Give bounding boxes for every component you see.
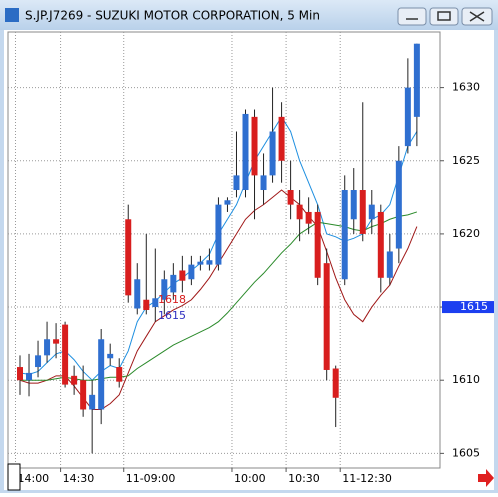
- candle-body: [242, 113, 249, 191]
- candle-body: [134, 279, 141, 309]
- x-tick-label: 10:30: [288, 472, 320, 485]
- candle-body: [143, 299, 150, 310]
- candle-body: [206, 260, 213, 265]
- y-tick-label: 1630: [452, 81, 480, 94]
- candle-body: [107, 353, 114, 359]
- x-tick-label: 10:00: [234, 472, 266, 485]
- candle-body: [80, 380, 87, 410]
- candle-body: [197, 261, 204, 265]
- candle-body: [323, 263, 330, 370]
- y-tick-label: 1625: [452, 154, 480, 167]
- candle-body: [368, 204, 375, 220]
- candle-body: [71, 375, 78, 385]
- candle-body: [341, 190, 348, 280]
- price-marker-label: 1615: [460, 300, 488, 313]
- candle-body: [260, 175, 267, 191]
- candle-body: [233, 175, 240, 191]
- candle-body: [350, 190, 357, 220]
- candle-body: [35, 355, 42, 368]
- candle-body: [224, 200, 231, 205]
- candle-body: [296, 204, 303, 220]
- candle-body: [170, 274, 177, 293]
- candle-body: [278, 116, 285, 161]
- candle-body: [98, 339, 105, 410]
- candle-body: [215, 204, 222, 265]
- candle-body: [62, 324, 69, 385]
- candle-body: [359, 190, 366, 234]
- candle-body: [251, 116, 258, 176]
- plot-area: [7, 31, 441, 469]
- candle-body: [386, 251, 393, 278]
- y-tick-label: 1605: [452, 446, 480, 459]
- candle-body: [89, 394, 96, 410]
- candle-body: [188, 264, 195, 280]
- y-tick-label: 1610: [452, 373, 480, 386]
- price-marker: [442, 301, 494, 314]
- candle-body: [332, 368, 339, 398]
- candle-body: [413, 43, 420, 117]
- candle-body: [152, 298, 159, 308]
- candle-body: [269, 131, 276, 176]
- candle-body: [161, 279, 168, 300]
- annotation: 1615: [158, 309, 186, 322]
- app-icon: [5, 8, 19, 22]
- candle-body: [44, 339, 51, 356]
- candle-body: [125, 219, 132, 296]
- x-tick-label: 11-09:00: [126, 472, 176, 485]
- minimize-button[interactable]: [397, 7, 427, 26]
- candle-body: [377, 211, 384, 278]
- candle-body: [53, 339, 60, 344]
- candle-body: [395, 160, 402, 249]
- x-tick-label: 14:00: [17, 472, 49, 485]
- candle-body: [305, 211, 312, 224]
- candle-body: [179, 270, 186, 281]
- scroll-handle[interactable]: [7, 463, 21, 491]
- candle-body: [116, 367, 123, 382]
- candle-body: [287, 190, 294, 205]
- candle-body: [17, 367, 23, 381]
- y-tick-label: 1620: [452, 227, 480, 240]
- annotation: 1618: [158, 293, 186, 306]
- x-tick-label: 11-12:30: [342, 472, 392, 485]
- candle-body: [26, 372, 33, 381]
- moving-average: [20, 211, 418, 381]
- candle-body: [404, 87, 411, 147]
- scroll-arrow[interactable]: [478, 469, 494, 487]
- window-title: S.JP.J7269 - SUZUKI MOTOR CORPORATION, 5…: [25, 9, 320, 23]
- x-tick-label: 14:30: [63, 472, 95, 485]
- maximize-button[interactable]: [429, 7, 459, 26]
- candle-body: [314, 211, 321, 278]
